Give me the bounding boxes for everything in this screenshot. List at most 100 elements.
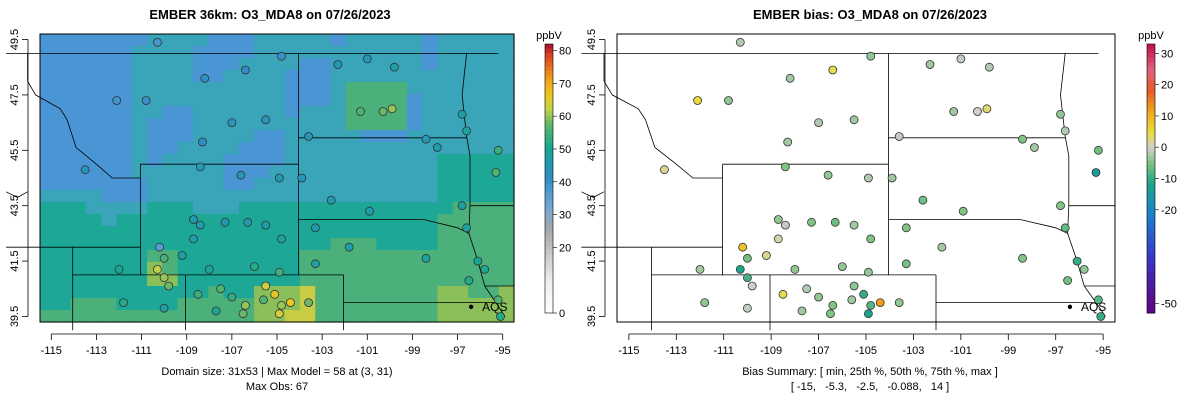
field-cell [147, 70, 163, 83]
field-cell [468, 202, 485, 215]
field-cell [208, 142, 225, 155]
field-cell [361, 214, 377, 227]
field-cell [345, 178, 362, 191]
field-cell [391, 70, 408, 83]
field-cell [208, 238, 225, 251]
field-cell [269, 70, 286, 83]
field-cell [70, 34, 87, 47]
colorbar-segment [1147, 236, 1155, 242]
field-cell [361, 154, 377, 167]
field-cell [177, 166, 194, 179]
field-cell [101, 298, 118, 311]
colorbar-segment [545, 241, 553, 247]
field-cell [116, 274, 133, 287]
field-cell [101, 238, 118, 251]
field-cell [162, 310, 179, 323]
field-cell [452, 286, 469, 299]
field-cell [452, 46, 469, 59]
field-cell [85, 142, 102, 155]
field-cell [101, 202, 118, 215]
field-cell [40, 130, 56, 143]
bias-point [735, 264, 745, 274]
bias-point [887, 173, 897, 183]
bias-point [781, 220, 790, 230]
field-cell [269, 274, 286, 287]
obs-point [277, 234, 286, 244]
field-cell [468, 214, 485, 227]
field-cell [162, 142, 179, 155]
field-cell [361, 298, 377, 311]
field-cell [391, 226, 408, 239]
field-cell [452, 58, 469, 71]
field-cell [483, 130, 500, 143]
bias-point [982, 104, 992, 114]
colorbar-tick-label: 10 [1161, 111, 1173, 123]
field-cell [116, 166, 133, 179]
colorbar-segment [545, 304, 553, 310]
field-cell [483, 238, 500, 251]
field-cell [483, 190, 500, 203]
obs-point [362, 54, 372, 64]
y-tick-label: 39.5 [586, 306, 598, 327]
colorbar-segment [1147, 84, 1155, 90]
field-cell [376, 154, 393, 167]
field-cell [437, 118, 454, 131]
field-cell [131, 46, 148, 59]
field-cell [85, 94, 102, 107]
colorbar-segment [545, 151, 553, 157]
colorbar-segment [1147, 295, 1155, 301]
field-cell [299, 142, 316, 155]
field-cell [238, 82, 255, 95]
field-cell [330, 46, 347, 59]
field-cell [85, 286, 102, 299]
field-cell [361, 238, 377, 251]
field-cell [422, 154, 439, 167]
field-cell [330, 154, 347, 167]
field-cell [437, 142, 454, 155]
field-cell [437, 178, 454, 191]
obs-point [236, 170, 246, 180]
field-cell [315, 298, 332, 311]
field-cell [223, 46, 240, 59]
field-cell [208, 202, 225, 215]
x-tick-label: -109 [176, 345, 198, 357]
bias-point [849, 115, 859, 125]
field-cell [406, 154, 423, 167]
field-cell [330, 178, 347, 191]
field-cell [345, 142, 362, 155]
field-cell [177, 226, 194, 239]
field-cell [468, 238, 485, 251]
field-cell [40, 250, 56, 263]
field-cell [70, 262, 87, 275]
colorbar-segment [1147, 209, 1155, 215]
field-cell [468, 34, 485, 47]
field-cell [238, 238, 255, 251]
colorbar-frame [544, 43, 554, 314]
obs-point [159, 273, 169, 283]
field-cell [391, 190, 408, 203]
obs-point [227, 118, 237, 127]
field-cell [483, 118, 500, 131]
field-cell [223, 34, 240, 47]
site-label: AQS [1081, 300, 1106, 314]
field-cell [345, 262, 362, 275]
colorbar-segment [1147, 115, 1155, 121]
field-cell [85, 46, 102, 59]
field-cell [345, 310, 362, 323]
field-cell [238, 274, 255, 287]
field-cell [284, 274, 301, 287]
field-cell [437, 82, 454, 95]
bias-point [875, 298, 885, 308]
field-cell [437, 226, 454, 239]
field-cell [498, 70, 515, 83]
bias-point [773, 215, 783, 224]
field-cell [452, 34, 469, 47]
field-cell [85, 226, 102, 239]
field-cell [437, 250, 454, 263]
bias-point [814, 118, 823, 127]
field-cell [131, 262, 148, 275]
field-cell [498, 274, 515, 287]
bias-point [894, 132, 904, 141]
colorbar-tick-label: -10 [1161, 174, 1177, 186]
colorbar-segment [1147, 227, 1155, 233]
